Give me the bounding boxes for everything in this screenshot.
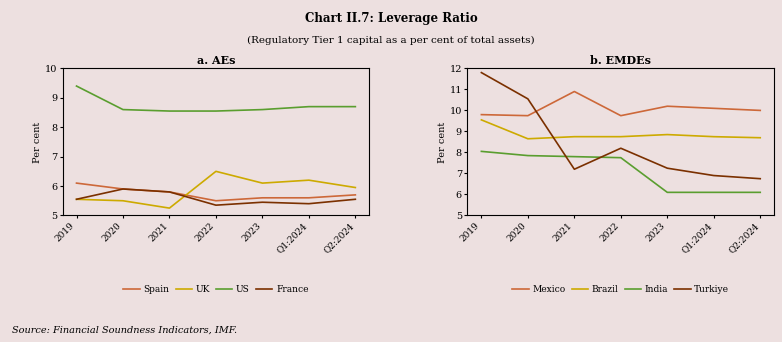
Y-axis label: Per cent: Per cent xyxy=(438,121,447,162)
Text: Source: Financial Soundness Indicators, IMF.: Source: Financial Soundness Indicators, … xyxy=(12,326,237,335)
Legend: Spain, UK, US, France: Spain, UK, US, France xyxy=(120,282,312,298)
Legend: Mexico, Brazil, India, Turkiye: Mexico, Brazil, India, Turkiye xyxy=(509,282,733,298)
Text: Chart II.7: Leverage Ratio: Chart II.7: Leverage Ratio xyxy=(305,12,477,25)
Y-axis label: Per cent: Per cent xyxy=(33,121,42,162)
Title: a. AEs: a. AEs xyxy=(197,55,235,66)
Text: (Regulatory Tier 1 capital as a per cent of total assets): (Regulatory Tier 1 capital as a per cent… xyxy=(247,36,535,45)
Title: b. EMDEs: b. EMDEs xyxy=(590,55,651,66)
